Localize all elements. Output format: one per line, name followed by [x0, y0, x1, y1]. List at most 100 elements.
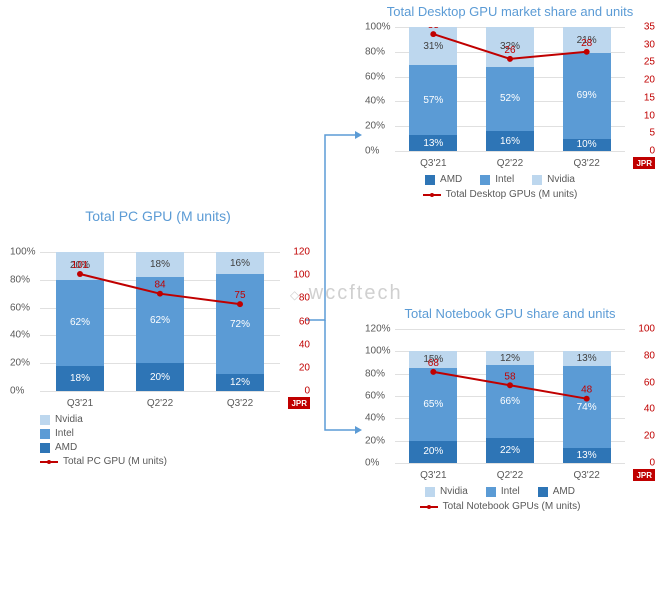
ytick-left: 0% — [365, 458, 379, 469]
ytick-left: 20% — [365, 121, 385, 132]
chart-pc-legend: Nvidia Intel AMD Total PC GPU (M units) — [40, 414, 220, 467]
bar-seg-intel: 65% — [409, 368, 457, 441]
jpr-logo: JPR — [633, 469, 655, 481]
legend-item: Nvidia — [532, 174, 575, 185]
ytick-right: 40 — [644, 404, 655, 415]
legend-item: Total PC GPU (M units) — [40, 456, 167, 467]
legend-label: Total PC GPU (M units) — [63, 456, 167, 467]
bar-slot: 13%74%13%Q3'22 — [563, 329, 611, 463]
bar-slot: 16%52%32%Q2'22 — [486, 27, 534, 151]
ytick-right: 80 — [644, 350, 655, 361]
bar-seg-amd: 22% — [486, 438, 534, 463]
ytick-left: 60% — [10, 302, 30, 313]
legend-item: Intel — [40, 428, 74, 439]
x-label: Q2'22 — [486, 470, 534, 481]
bar-seg-nvidia: 20% — [56, 252, 104, 280]
ytick-right: 120 — [293, 247, 310, 258]
legend-label: Nvidia — [547, 174, 575, 185]
bar-seg-amd: 12% — [216, 374, 264, 391]
legend-item: Total Desktop GPUs (M units) — [423, 189, 578, 200]
ytick-left: 120% — [365, 324, 391, 335]
legend-item: AMD — [40, 442, 77, 453]
x-label: Q3'21 — [409, 470, 457, 481]
x-label: Q3'22 — [563, 470, 611, 481]
legend-label: Total Notebook GPUs (M units) — [443, 501, 581, 512]
bar-seg-intel: 62% — [136, 277, 184, 363]
bar-seg-nvidia: 32% — [486, 27, 534, 67]
bar-seg-nvidia: 16% — [216, 252, 264, 274]
ytick-left: 60% — [365, 391, 385, 402]
ytick-right: 30 — [644, 39, 655, 50]
legend-label: AMD — [553, 486, 575, 497]
ytick-left: 100% — [10, 247, 36, 258]
ytick-left: 0% — [365, 146, 379, 157]
legend-label: AMD — [55, 442, 77, 453]
ytick-right: 0 — [649, 146, 655, 157]
chart-notebook-title: Total Notebook GPU share and units — [360, 306, 660, 321]
bar-seg-nvidia: 18% — [136, 252, 184, 277]
bar-seg-nvidia: 31% — [409, 27, 457, 65]
x-label: Q2'22 — [486, 158, 534, 169]
bar-slot: 20%62%18%Q2'22 — [136, 252, 184, 391]
x-label: Q3'21 — [56, 398, 104, 409]
legend-label: AMD — [440, 174, 462, 185]
ytick-left: 100% — [365, 346, 391, 357]
x-label: Q2'22 — [136, 398, 184, 409]
bar-slot: 13%57%31%Q3'21 — [409, 27, 457, 151]
figure-container: ◇ wccftech Total PC GPU (M units) 0%20%4… — [0, 0, 670, 606]
bar-seg-nvidia: 13% — [563, 351, 611, 366]
ytick-left: 60% — [365, 71, 385, 82]
bar-seg-intel: 62% — [56, 280, 104, 366]
jpr-logo: JPR — [288, 397, 310, 409]
bar-seg-amd: 20% — [409, 441, 457, 463]
bar-seg-intel: 69% — [563, 53, 611, 139]
ytick-right: 20 — [299, 362, 310, 373]
chart-pc: Total PC GPU (M units) 0%20%40%60%80%100… — [8, 208, 308, 467]
chart-desktop-title: Total Desktop GPU market share and units — [360, 4, 660, 19]
chart-pc-title: Total PC GPU (M units) — [8, 208, 308, 224]
bar-seg-intel: 74% — [563, 366, 611, 449]
bar-seg-intel: 72% — [216, 274, 264, 374]
legend-label: Intel — [55, 428, 74, 439]
ytick-right: 80 — [299, 293, 310, 304]
chart-pc-plot: 0%20%40%60%80%100% 020406080100120 18%62… — [40, 252, 280, 392]
chart-desktop-plot: 0%20%40%60%80%100% 05101520253035 13%57%… — [395, 27, 625, 152]
chart-desktop-legend: AMDIntelNvidiaTotal Desktop GPUs (M unit… — [360, 174, 640, 200]
bar-seg-intel: 66% — [486, 365, 534, 439]
ytick-right: 20 — [644, 431, 655, 442]
ytick-right: 35 — [644, 22, 655, 33]
bar-seg-amd: 13% — [409, 135, 457, 151]
ytick-right: 5 — [649, 128, 655, 139]
bar-slot: 12%72%16%Q3'22 — [216, 252, 264, 391]
ytick-left: 40% — [365, 96, 385, 107]
legend-item: Nvidia — [425, 486, 468, 497]
chart-notebook: Total Notebook GPU share and units 0%20%… — [360, 306, 660, 512]
ytick-left: 80% — [365, 46, 385, 57]
bar-seg-nvidia: 21% — [563, 27, 611, 53]
ytick-right: 100 — [293, 270, 310, 281]
ytick-right: 100 — [638, 324, 655, 335]
bar-seg-nvidia: 12% — [486, 351, 534, 364]
ytick-right: 0 — [649, 458, 655, 469]
x-label: Q3'21 — [409, 158, 457, 169]
bar-seg-amd: 20% — [136, 363, 184, 391]
ytick-left: 80% — [10, 274, 30, 285]
ytick-right: 60 — [644, 377, 655, 388]
legend-item: Total Notebook GPUs (M units) — [420, 501, 581, 512]
bar-slot: 20%65%15%Q3'21 — [409, 329, 457, 463]
bar-seg-amd: 18% — [56, 366, 104, 391]
ytick-left: 20% — [365, 435, 385, 446]
legend-item: AMD — [538, 486, 575, 497]
legend-label: Nvidia — [440, 486, 468, 497]
ytick-right: 40 — [299, 339, 310, 350]
ytick-left: 0% — [10, 386, 24, 397]
legend-label: Nvidia — [55, 414, 83, 425]
bar-seg-amd: 10% — [563, 139, 611, 151]
bar-seg-intel: 57% — [409, 65, 457, 135]
bar-slot: 10%69%21%Q3'22 — [563, 27, 611, 151]
chart-notebook-plot: 0%20%40%60%80%100%120% 020406080100 20%6… — [395, 329, 625, 464]
ytick-left: 20% — [10, 358, 30, 369]
legend-label: Total Desktop GPUs (M units) — [446, 189, 578, 200]
ytick-right: 0 — [304, 386, 310, 397]
bar-seg-nvidia: 15% — [409, 351, 457, 368]
